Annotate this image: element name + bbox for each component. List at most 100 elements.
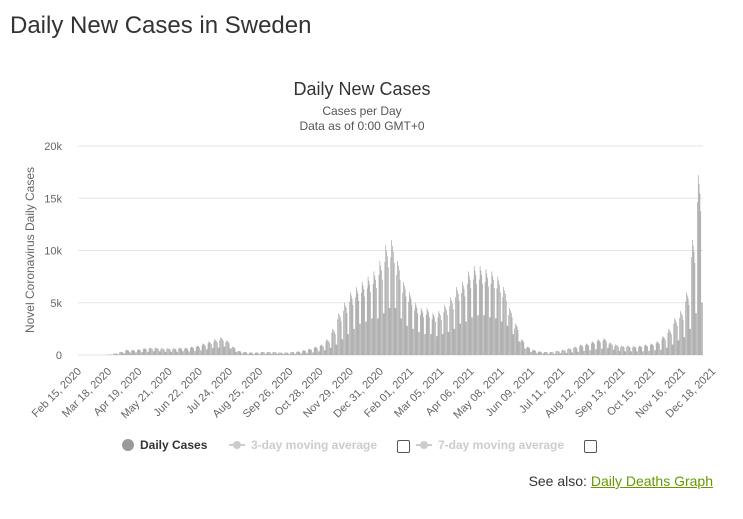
daily-case-bar[interactable]	[591, 341, 593, 355]
daily-case-bar[interactable]	[365, 321, 366, 355]
daily-case-bar[interactable]	[510, 312, 512, 355]
daily-case-bar[interactable]	[120, 351, 121, 355]
daily-case-bar[interactable]	[151, 348, 152, 355]
daily-case-bar[interactable]	[514, 328, 515, 355]
daily-case-bar[interactable]	[377, 318, 379, 355]
daily-case-bar[interactable]	[532, 350, 533, 355]
daily-case-bar[interactable]	[648, 350, 649, 355]
daily-case-bar[interactable]	[238, 351, 240, 355]
daily-case-bar[interactable]	[396, 275, 397, 355]
daily-case-bar[interactable]	[568, 348, 569, 355]
daily-case-bar[interactable]	[141, 352, 142, 355]
daily-case-bar[interactable]	[387, 256, 388, 355]
daily-case-bar[interactable]	[381, 270, 382, 355]
daily-case-bar[interactable]	[437, 317, 439, 355]
daily-case-bar[interactable]	[329, 347, 331, 355]
daily-case-bar[interactable]	[617, 345, 618, 355]
daily-case-bar[interactable]	[567, 349, 568, 355]
daily-case-bar[interactable]	[208, 341, 210, 355]
daily-case-bar[interactable]	[205, 345, 206, 355]
daily-case-bar[interactable]	[385, 245, 387, 355]
daily-case-bar[interactable]	[503, 287, 504, 355]
daily-case-bar[interactable]	[607, 348, 609, 355]
daily-case-bar[interactable]	[519, 341, 520, 355]
daily-case-bar[interactable]	[513, 334, 515, 355]
daily-case-bar[interactable]	[379, 260, 381, 355]
daily-case-bar[interactable]	[518, 341, 520, 355]
daily-case-bar[interactable]	[113, 353, 114, 355]
daily-case-bar[interactable]	[631, 351, 632, 355]
daily-case-bar[interactable]	[366, 321, 367, 355]
daily-case-bar[interactable]	[603, 338, 605, 355]
daily-case-bar[interactable]	[620, 347, 622, 355]
daily-case-bar[interactable]	[358, 300, 360, 355]
daily-case-bar[interactable]	[304, 350, 306, 355]
daily-case-bar[interactable]	[623, 347, 625, 355]
daily-case-bar[interactable]	[344, 302, 345, 355]
daily-case-bar[interactable]	[526, 347, 527, 355]
daily-case-bar[interactable]	[440, 315, 441, 356]
daily-case-bar[interactable]	[500, 292, 501, 355]
daily-case-bar[interactable]	[302, 350, 304, 355]
daily-case-bar[interactable]	[571, 352, 573, 355]
daily-case-bar[interactable]	[363, 289, 365, 355]
daily-case-bar[interactable]	[197, 346, 199, 355]
daily-case-bar[interactable]	[459, 323, 461, 355]
daily-case-bar[interactable]	[537, 352, 538, 355]
daily-case-bar[interactable]	[356, 290, 358, 355]
daily-case-bar[interactable]	[564, 350, 566, 355]
daily-case-bar[interactable]	[194, 350, 195, 355]
daily-case-bar[interactable]	[590, 343, 592, 355]
daily-case-bar[interactable]	[322, 345, 323, 355]
daily-case-bar[interactable]	[543, 352, 545, 355]
daily-case-bar[interactable]	[599, 340, 600, 355]
daily-case-bar[interactable]	[320, 344, 322, 355]
daily-case-bar[interactable]	[234, 348, 236, 355]
daily-case-bar[interactable]	[214, 339, 216, 355]
daily-case-bar[interactable]	[195, 350, 196, 355]
daily-case-bar[interactable]	[696, 313, 697, 355]
daily-case-bar[interactable]	[340, 321, 342, 355]
daily-case-bar[interactable]	[212, 348, 214, 355]
daily-case-bar[interactable]	[666, 347, 668, 355]
daily-case-bar[interactable]	[652, 344, 654, 355]
daily-case-bar[interactable]	[510, 310, 511, 355]
daily-case-bar[interactable]	[268, 352, 269, 355]
daily-case-bar[interactable]	[196, 345, 198, 355]
daily-case-bar[interactable]	[360, 323, 361, 355]
daily-case-bar[interactable]	[153, 351, 155, 355]
daily-case-bar[interactable]	[553, 353, 555, 355]
daily-case-bar[interactable]	[264, 352, 265, 355]
daily-case-bar[interactable]	[531, 351, 532, 355]
daily-case-bar[interactable]	[684, 337, 686, 355]
daily-case-bar[interactable]	[582, 346, 584, 355]
daily-case-bar[interactable]	[290, 352, 291, 355]
daily-case-bar[interactable]	[244, 352, 246, 355]
daily-case-bar[interactable]	[447, 332, 449, 355]
daily-case-bar[interactable]	[551, 352, 552, 355]
daily-case-bar[interactable]	[560, 353, 562, 355]
daily-case-bar[interactable]	[414, 310, 415, 355]
daily-case-bar[interactable]	[186, 348, 188, 355]
daily-case-bar[interactable]	[565, 352, 567, 355]
daily-case-bar[interactable]	[585, 345, 586, 355]
daily-case-bar[interactable]	[217, 347, 219, 355]
daily-case-bar[interactable]	[313, 352, 314, 355]
daily-case-bar[interactable]	[423, 317, 424, 355]
daily-case-bar[interactable]	[499, 284, 500, 355]
daily-case-bar[interactable]	[529, 348, 531, 355]
daily-case-bar[interactable]	[486, 273, 488, 355]
daily-case-bar[interactable]	[505, 293, 506, 355]
daily-case-bar[interactable]	[664, 338, 665, 355]
daily-case-bar[interactable]	[259, 354, 260, 355]
daily-case-bar[interactable]	[319, 346, 321, 355]
daily-case-bar[interactable]	[270, 352, 271, 355]
daily-case-bar[interactable]	[660, 349, 662, 355]
daily-case-bar[interactable]	[168, 348, 170, 355]
daily-case-bar[interactable]	[173, 348, 174, 355]
daily-case-bar[interactable]	[398, 265, 399, 355]
daily-case-bar[interactable]	[632, 347, 633, 355]
daily-case-bar[interactable]	[608, 344, 610, 355]
daily-case-bar[interactable]	[564, 350, 565, 355]
daily-case-bar[interactable]	[309, 349, 311, 355]
